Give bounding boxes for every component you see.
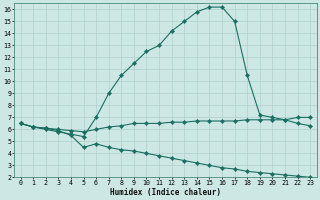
X-axis label: Humidex (Indice chaleur): Humidex (Indice chaleur)	[110, 188, 221, 197]
